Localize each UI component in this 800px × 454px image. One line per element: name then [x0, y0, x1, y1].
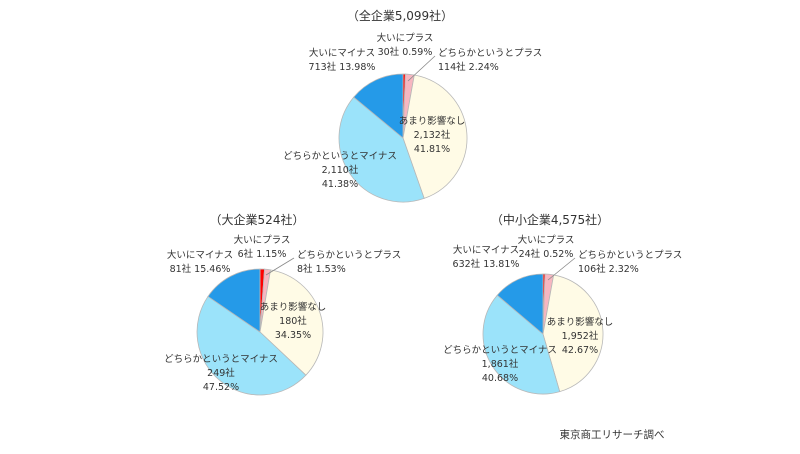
slice-somewhat-minus [482, 294, 561, 395]
data-label-no-effect: あまり影響なし 180社 34.35% [260, 301, 327, 341]
data-label-somewhat-plus: どちらかというとプラス 114社 2.24% [438, 48, 542, 73]
data-label-somewhat-minus: どちらかというとマイナス 249社 47.52% [164, 354, 278, 393]
pie-title: （全企業5,099社） [347, 8, 453, 23]
pie-sme-companies: （中小企業4,575社） 大いにプラス 24社 0.52% どちらかというとプラス 10… [443, 212, 682, 395]
slice-no-effect [402, 74, 468, 199]
data-label-no-effect: あまり影響なし 1,952社 42.67% [547, 316, 614, 356]
data-label-great-plus: 大いにプラス 24社 0.52% [518, 234, 575, 260]
leader-line [547, 257, 576, 281]
data-label-great-minus: 大いにマイナス 632社 13.81% [453, 244, 520, 270]
leader-line [265, 257, 295, 276]
data-label-somewhat-minus: どちらかというとマイナス 2,110社 41.38% [283, 151, 397, 190]
data-label-great-minus: 大いにマイナス 81社 15.46% [167, 249, 233, 275]
pie-large-companies: （大企業524社） 大いにプラス 6社 1.15% どちらかというとプラス 8社 1.5… [164, 212, 401, 396]
slice-great-minus [207, 268, 261, 333]
pie-title: （中小企業4,575社） [491, 212, 609, 227]
slice-somewhat-minus [196, 295, 307, 396]
data-label-great-minus: 大いにマイナス 713社 13.98% [309, 47, 376, 73]
pie-title: （大企業524社） [210, 212, 305, 227]
source-note: 東京商工リサーチ調べ [560, 428, 665, 441]
leader-line [407, 55, 436, 82]
data-label-great-plus: 大いにプラス 6社 1.15% [234, 234, 291, 260]
slice-somewhat-minus [338, 96, 425, 203]
slice-great-minus [496, 273, 544, 335]
data-label-somewhat-plus: どちらかというとプラス 8社 1.53% [297, 250, 401, 275]
slice-no-effect [259, 269, 324, 376]
data-label-no-effect: あまり影響なし 2,132社 41.81% [399, 115, 466, 155]
data-label-somewhat-plus: どちらかというとプラス 106社 2.32% [578, 250, 682, 275]
data-label-somewhat-minus: どちらかというとマイナス 1,861社 40.68% [443, 345, 557, 384]
pie-all-companies: （全企業5,099社） 大いにプラス 30社 0.59% どちらかというとプラス 114… [283, 8, 542, 203]
data-label-great-plus: 大いにプラス 30社 0.59% [377, 32, 434, 58]
slice-great-minus [353, 73, 404, 139]
slice-no-effect [542, 274, 604, 393]
